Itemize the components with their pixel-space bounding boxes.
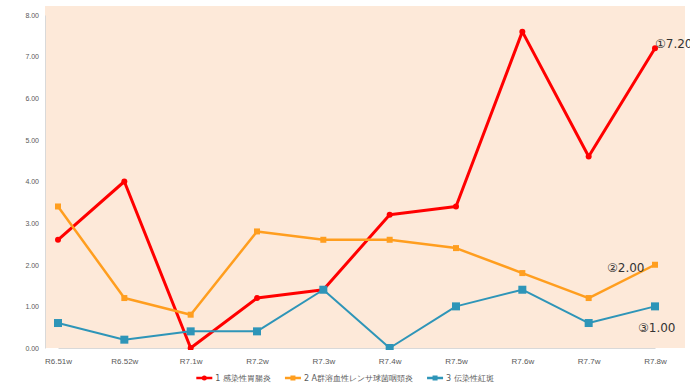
- legend-label: 2 A群溶血性レンサ球菌咽頭炎: [304, 374, 413, 383]
- series-marker: [120, 336, 128, 344]
- series-marker: [55, 237, 61, 243]
- series-marker: [386, 344, 394, 350]
- series-line: [58, 32, 655, 348]
- y-tick-label: 4.00: [25, 178, 39, 185]
- y-axis-line: [45, 16, 46, 349]
- x-tick-label: R7.7w: [578, 357, 601, 366]
- series-marker: [452, 302, 460, 310]
- plot-marks: [54, 29, 659, 350]
- series-marker: [585, 319, 593, 327]
- x-tick: R7.6w: [511, 348, 534, 366]
- series-marker: [319, 286, 327, 294]
- x-tick: R7.7w: [578, 348, 601, 366]
- y-tick: 2.00: [25, 261, 45, 268]
- legend-marker: [290, 376, 295, 381]
- series-marker: [320, 287, 326, 293]
- legend: 1 感染性胃腸炎 2 A群溶血性レンサ球菌咽頭炎 3 伝染性紅斑: [196, 374, 493, 383]
- x-tick-label: R7.1w: [180, 357, 203, 366]
- legend-label: 3 伝染性紅斑: [446, 374, 494, 383]
- annotation: ③1.00: [638, 321, 675, 335]
- series-marker: [453, 245, 459, 251]
- y-tick: 5.00: [25, 137, 45, 144]
- x-tick: R7.8w: [644, 348, 667, 366]
- y-tick: 6.00: [25, 95, 45, 102]
- legend-marker: [202, 376, 207, 381]
- x-tick-label: R7.8w: [644, 357, 667, 366]
- y-tick-label: 6.00: [25, 95, 39, 102]
- legend-item: 2 A群溶血性レンサ球菌咽頭炎: [285, 374, 413, 383]
- x-tick: R7.1w: [180, 348, 203, 366]
- y-tick-label: 1.00: [25, 303, 39, 310]
- x-tick-label: R7.2w: [246, 357, 269, 366]
- series-marker: [586, 154, 592, 160]
- y-tick: 3.00: [25, 220, 45, 227]
- x-tick-label: R7.6w: [511, 357, 534, 366]
- y-tick: 8.00: [25, 12, 45, 19]
- series-line: [58, 290, 655, 348]
- legend-item: 1 感染性胃腸炎: [196, 374, 271, 383]
- x-tick: R6.51w: [45, 348, 72, 366]
- y-tick-label: 2.00: [25, 261, 39, 268]
- series-line: [58, 206, 655, 314]
- y-tick-label: 8.00: [25, 12, 39, 19]
- series-marker: [121, 179, 127, 185]
- series-marker: [519, 29, 525, 35]
- y-tick-label: 0.00: [25, 345, 39, 352]
- series-marker: [652, 262, 658, 268]
- x-axis: R6.51w R6.52w R7.1w R7.2w R7.3w R7.4w R7.5w R7.…: [45, 348, 667, 366]
- y-tick: 1.00: [25, 303, 45, 310]
- series-marker: [188, 345, 194, 350]
- y-tick: 7.00: [25, 53, 45, 60]
- x-tick: R7.5w: [445, 348, 468, 366]
- x-tick-label: R6.51w: [45, 357, 72, 366]
- x-tick-label: R7.5w: [445, 357, 468, 366]
- legend-item: 3 伝染性紅斑: [427, 374, 494, 383]
- x-tick: R7.2w: [246, 348, 269, 366]
- x-tick: R7.3w: [312, 348, 335, 366]
- annotation: ②2.00: [607, 261, 644, 275]
- series-marker: [55, 203, 61, 209]
- x-tick-label: R7.4w: [379, 357, 402, 366]
- series-marker: [254, 228, 260, 234]
- series-marker: [320, 237, 326, 243]
- series-marker: [253, 327, 261, 335]
- series-marker: [254, 295, 260, 301]
- legend-marker: [433, 376, 438, 381]
- series-marker: [586, 295, 592, 301]
- series-marker: [121, 295, 127, 301]
- chart: 0.00 1.00 2.00 3.00 4.00 5.00 6.00 7.00 8.00 R6.5…: [0, 0, 690, 388]
- y-tick-label: 7.00: [25, 53, 39, 60]
- series-marker: [188, 312, 194, 318]
- series-marker: [519, 270, 525, 276]
- series-marker: [453, 203, 459, 209]
- y-tick-label: 5.00: [25, 137, 39, 144]
- plot-background: [45, 6, 685, 348]
- annotation: ①7.20: [655, 37, 690, 51]
- legend-label: 1 感染性胃腸炎: [215, 374, 271, 383]
- x-tick-label: R7.3w: [312, 357, 335, 366]
- series-marker: [187, 327, 195, 335]
- y-tick: 0.00: [25, 345, 45, 352]
- x-tick: R7.4w: [379, 348, 402, 366]
- series-marker: [518, 286, 526, 294]
- series-marker: [651, 302, 659, 310]
- x-tick: R6.52w: [111, 348, 138, 366]
- y-tick-label: 3.00: [25, 220, 39, 227]
- x-axis-line: [59, 348, 656, 349]
- series-marker: [54, 319, 62, 327]
- y-tick: 4.00: [25, 178, 45, 185]
- x-tick-label: R6.52w: [111, 357, 138, 366]
- y-axis: 0.00 1.00 2.00 3.00 4.00 5.00 6.00 7.00 8.00: [25, 12, 45, 352]
- series-marker: [387, 237, 393, 243]
- series-marker: [387, 212, 393, 218]
